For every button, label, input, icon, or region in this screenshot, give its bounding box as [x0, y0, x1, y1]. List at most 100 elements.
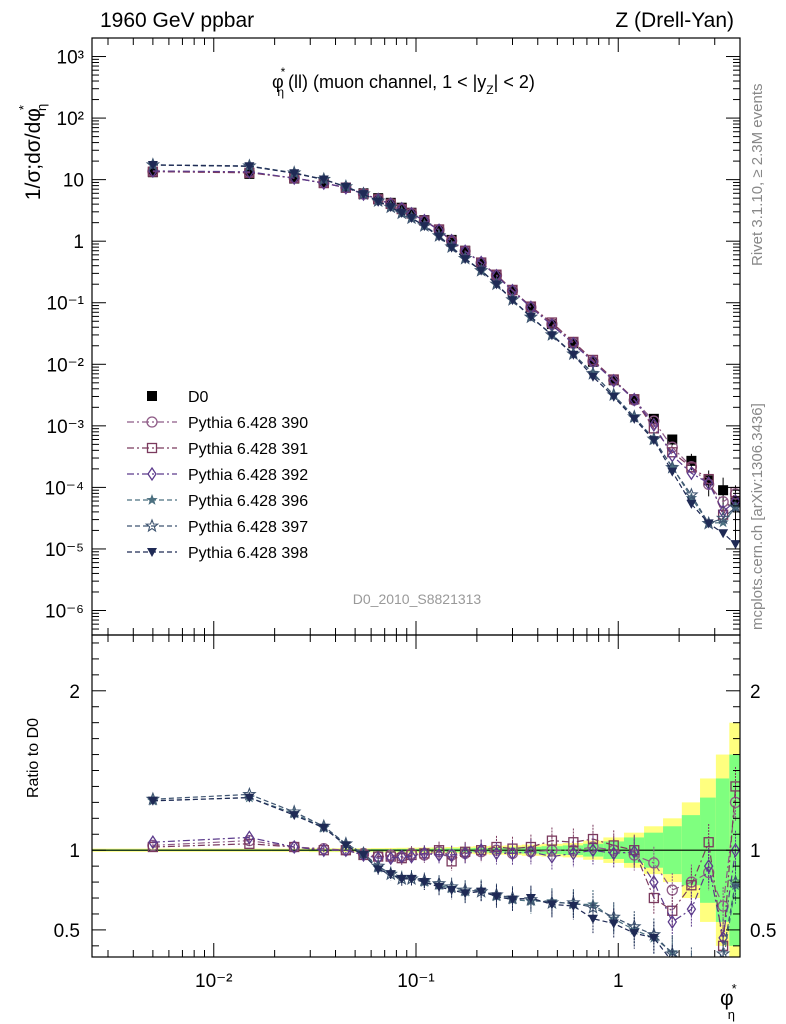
- point-s398: [147, 160, 158, 170]
- ratio-point-s398: [289, 811, 300, 821]
- legend-entry-s390: Pythia 6.428 390: [127, 415, 308, 432]
- xlabel-sup: *: [732, 981, 737, 996]
- point-data: [686, 455, 697, 466]
- ratio-point-s398: [419, 878, 430, 888]
- ratio-y-tick-label-right: 2: [750, 682, 761, 703]
- point-s398: [718, 529, 729, 539]
- legend-label: Pythia 6.428 390: [188, 415, 308, 432]
- ratio-point-s392: [446, 847, 457, 863]
- ratio-point-s398: [718, 974, 728, 983]
- point-s391: [686, 462, 697, 473]
- point-s398: [629, 414, 640, 424]
- series-line-s398: [152, 164, 736, 545]
- legend-entry-data: D0: [147, 389, 209, 406]
- series-line-s392: [152, 170, 736, 513]
- point-s398: [244, 162, 255, 172]
- ylabel-top-sup: *: [16, 105, 31, 110]
- ratio-point-s398: [667, 958, 677, 967]
- ratio-point-s398: [608, 919, 619, 929]
- legend-label: Pythia 6.428 397: [188, 519, 308, 536]
- ratio-point-s390: [648, 857, 660, 869]
- ratio-point-s392: [434, 847, 444, 863]
- title-rest: (ll) (muon channel, 1 < |y: [288, 72, 486, 92]
- point-s392: [649, 417, 659, 432]
- point-s398: [546, 331, 557, 341]
- xlabel-phi: φ: [720, 987, 734, 1010]
- x-tick-label: 1: [613, 971, 624, 992]
- point-s397: [684, 487, 699, 501]
- ratio-y-tick-label-left: 2: [69, 682, 80, 703]
- ratio-point-s398: [525, 894, 536, 904]
- ratio-point-s398: [318, 823, 329, 833]
- side-label-mcplots: mcplots.cern.ch [arXiv:1306.3436]: [749, 403, 766, 630]
- y-tick-label-top: 10³: [57, 48, 84, 69]
- point-data: [703, 475, 714, 486]
- point-s398: [318, 175, 329, 185]
- legend-entry-s397: Pythia 6.428 397: [127, 518, 308, 536]
- ratio-point-s392: [526, 844, 536, 859]
- x-tick-label: 10⁻¹: [397, 971, 435, 992]
- y-tick-label-top: 10: [63, 171, 84, 192]
- ratio-y-tick-label-right: 0.5: [750, 921, 776, 942]
- legend-marker: [147, 391, 157, 401]
- ratio-point-s392: [547, 849, 557, 864]
- ratio-point-s398: [460, 889, 471, 899]
- legend-label: Pythia 6.428 396: [188, 493, 308, 510]
- y-tick-label-top: 10⁻²: [47, 355, 85, 376]
- ylabel-top: 1/σ;dσ/dφ* η: [16, 104, 49, 200]
- ratio-point-s392: [507, 846, 518, 861]
- top-panel-series: [145, 157, 740, 550]
- ratio-point-s398: [434, 882, 445, 892]
- ratio-point-s398: [147, 796, 158, 806]
- ratio-point-s392: [419, 846, 430, 861]
- ratio-point-s392: [686, 902, 697, 917]
- point-data: [546, 319, 557, 330]
- axes: 10⁻² 10⁻¹ 1 10⁻⁶ 10⁻⁵ 10⁻⁴ 10⁻³ 10⁻² 10⁻¹ 1 10 10² 1…: [45, 37, 776, 992]
- ratio-point-s392: [385, 850, 396, 866]
- point-data: [718, 485, 729, 496]
- ratio-point-s398: [629, 929, 640, 939]
- series-s392-ratio: [148, 830, 740, 957]
- xlabel-sub: η: [728, 1007, 735, 1022]
- series-s398-top: [147, 160, 740, 550]
- point-s398: [476, 266, 487, 276]
- uncertainty-bands: [92, 722, 740, 957]
- ratio-panel-series: [145, 766, 740, 983]
- ratio-point-s398: [507, 895, 518, 905]
- ratio-point-s392: [244, 830, 255, 845]
- ratio-point-s397: [686, 959, 697, 970]
- y-tick-label-top: 10⁻⁴: [45, 478, 84, 499]
- point-s398: [340, 182, 351, 192]
- legend-marker: [144, 518, 160, 533]
- panel-title: φ* η (ll) (muon channel, 1 < |yZ| < 2): [272, 65, 535, 99]
- side-label-rivet: Rivet 3.1.10, ≥ 2.3M events: [749, 84, 766, 267]
- ratio-point-s396: [703, 972, 714, 983]
- legend-label: D0: [188, 389, 209, 406]
- ratio-point-s392: [667, 914, 678, 930]
- ratio-point-s391: [446, 856, 457, 867]
- point-s398: [460, 255, 471, 265]
- header-right: Z (Drell-Yan): [615, 9, 734, 32]
- ratio-point-s392: [568, 846, 579, 861]
- ratio-point-s392: [148, 835, 158, 850]
- ratio-point-s398: [476, 887, 487, 897]
- point-s392: [629, 392, 640, 407]
- ratio-panel-frame: [91, 634, 741, 958]
- point-data: [667, 434, 678, 445]
- point-s396: [717, 516, 729, 528]
- ratio-point-s398: [396, 874, 407, 884]
- point-s398: [525, 312, 536, 322]
- ratio-point-s398: [686, 974, 696, 983]
- title-sub-z: Z: [486, 83, 493, 97]
- point-s391: [703, 473, 714, 485]
- ratio-line-s398: [152, 796, 670, 957]
- point-s398: [568, 350, 579, 360]
- ratio-point-s391: [703, 837, 714, 848]
- point-s398: [491, 280, 502, 290]
- ratio-point-s392: [460, 846, 470, 861]
- ratio-point-s392: [629, 844, 640, 859]
- ylabel-top-text: 1/σ;dσ/dφ: [22, 108, 45, 200]
- legend-entry-s398: Pythia 6.428 398: [127, 545, 308, 562]
- ratio-point-s391: [686, 880, 697, 891]
- point-s398: [396, 209, 407, 219]
